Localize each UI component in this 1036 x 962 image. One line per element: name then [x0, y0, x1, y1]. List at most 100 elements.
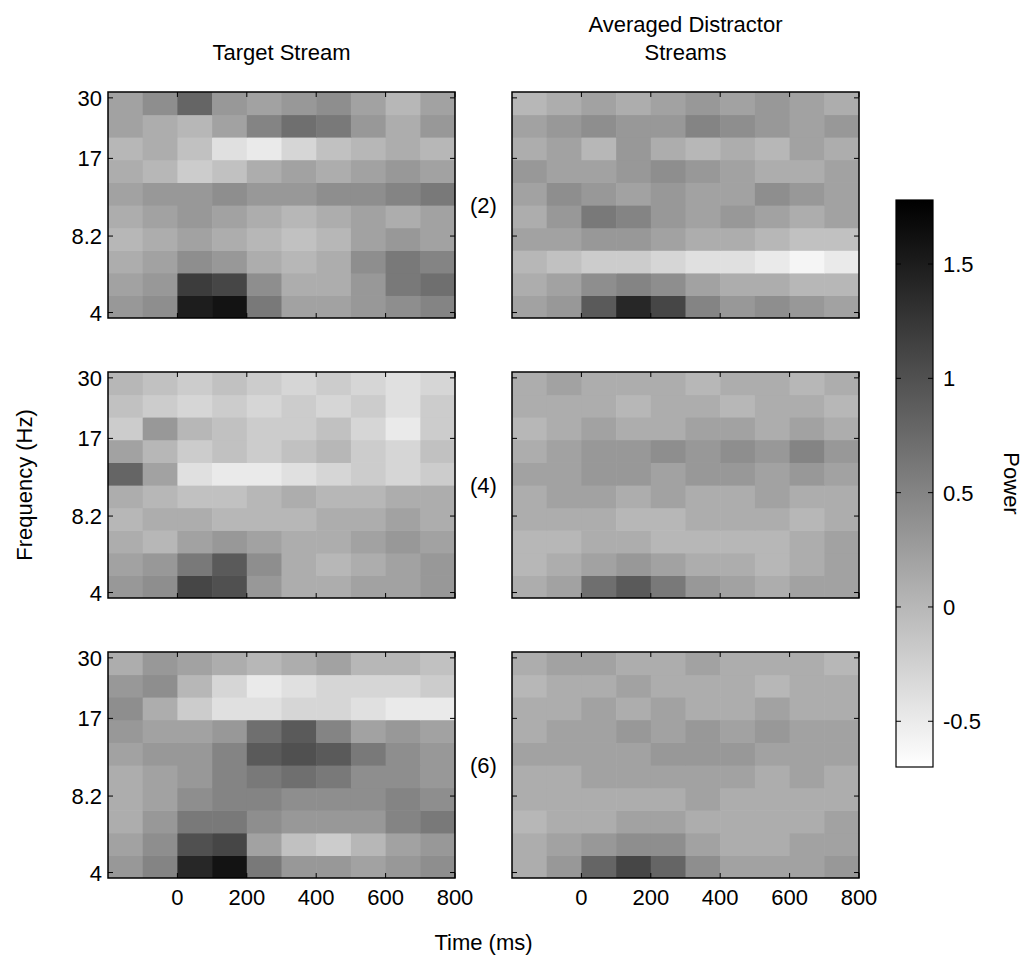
heatmap-cell: [420, 788, 455, 811]
heatmap-cell: [686, 833, 721, 856]
heatmap-cell: [790, 810, 825, 833]
heatmap-cell: [386, 575, 421, 598]
x-tick: [789, 593, 790, 598]
x-tick: [385, 92, 386, 97]
heatmap-cell: [316, 530, 351, 553]
heatmap-cell: [247, 295, 282, 318]
heatmap-cell: [512, 810, 547, 833]
heatmap-cell: [512, 508, 547, 531]
heatmap-cell: [143, 182, 178, 205]
heatmap-cell: [177, 273, 212, 296]
heatmap-cell: [316, 675, 351, 698]
heatmap-cell: [177, 205, 212, 228]
heatmap-cell: [755, 765, 790, 788]
heatmap-cell: [212, 553, 247, 576]
heatmap-panel: [512, 652, 859, 878]
heatmap-cell: [212, 137, 247, 160]
y-tick: [512, 97, 517, 98]
heatmap-cell: [755, 92, 790, 115]
heatmap-cell: [790, 273, 825, 296]
heatmap-cell: [651, 462, 686, 485]
heatmap-cell: [512, 372, 547, 395]
heatmap-cell: [282, 742, 317, 765]
heatmap-cell: [143, 697, 178, 720]
heatmap-cell: [616, 182, 651, 205]
heatmap-cell: [247, 273, 282, 296]
heatmap-cell: [581, 720, 616, 743]
heatmap-cell: [282, 417, 317, 440]
heatmap-cell: [755, 205, 790, 228]
heatmap-cell: [212, 675, 247, 698]
heatmap-cell: [143, 273, 178, 296]
heatmap-cell: [581, 742, 616, 765]
heatmap-cell: [512, 553, 547, 576]
heatmap-cell: [651, 530, 686, 553]
heatmap-cell: [512, 182, 547, 205]
heatmap-cell: [790, 462, 825, 485]
heatmap-cell: [212, 462, 247, 485]
heatmap-cell: [512, 652, 547, 675]
y-tick-label: 17: [78, 706, 102, 731]
heatmap-cell: [824, 652, 859, 675]
heatmap-cell: [790, 652, 825, 675]
heatmap-cell: [247, 160, 282, 183]
heatmap-cell: [316, 440, 351, 463]
heatmap-cell: [651, 553, 686, 576]
x-tick: [581, 372, 582, 377]
x-tick: [385, 873, 386, 878]
heatmap-cell: [651, 652, 686, 675]
heatmap-cell: [212, 720, 247, 743]
heatmap-cell: [212, 205, 247, 228]
heatmap-cell: [790, 553, 825, 576]
heatmap-cell: [247, 372, 282, 395]
heatmap-cell: [143, 372, 178, 395]
y-tick: [512, 657, 517, 658]
heatmap-cell: [282, 720, 317, 743]
heatmap-cell: [512, 250, 547, 273]
heatmap-cell: [720, 250, 755, 273]
heatmap-cell: [108, 553, 143, 576]
heatmap-cell: [316, 697, 351, 720]
colorbar-tick: [928, 378, 933, 379]
heatmap-cell: [351, 182, 386, 205]
heatmap-cell: [824, 205, 859, 228]
heatmap-cell: [581, 228, 616, 251]
heatmap-cell: [616, 250, 651, 273]
heatmap-cell: [177, 697, 212, 720]
heatmap-cell: [651, 742, 686, 765]
heatmap-cell: [651, 720, 686, 743]
heatmap-cell: [108, 440, 143, 463]
heatmap-cell: [316, 855, 351, 878]
y-tick: [450, 312, 455, 313]
heatmap-cell: [512, 530, 547, 553]
y-tick: [854, 872, 859, 873]
y-tick-label: 4: [90, 301, 102, 326]
heatmap-cell: [686, 553, 721, 576]
heatmap-cell: [386, 855, 421, 878]
heatmap-cell: [547, 417, 582, 440]
heatmap-cell: [686, 295, 721, 318]
heatmap-cell: [108, 508, 143, 531]
heatmap-cell: [386, 92, 421, 115]
x-tick-label: 600: [771, 885, 808, 910]
x-tick: [455, 92, 456, 97]
heatmap-cell: [177, 742, 212, 765]
heatmap-cell: [616, 810, 651, 833]
x-tick: [581, 92, 582, 97]
heatmap-cell: [420, 508, 455, 531]
heatmap-cell: [143, 92, 178, 115]
heatmap-cell: [720, 205, 755, 228]
row-label: (4): [470, 473, 497, 498]
heatmap-cell: [547, 485, 582, 508]
x-tick: [650, 92, 651, 97]
heatmap-cell: [755, 675, 790, 698]
heatmap-cell: [351, 395, 386, 418]
heatmap-cell: [755, 833, 790, 856]
y-tick-label: 30: [78, 86, 102, 111]
heatmap-cell: [316, 295, 351, 318]
heatmap-cell: [386, 160, 421, 183]
heatmap-cell: [720, 440, 755, 463]
x-tick: [177, 873, 178, 878]
heatmap-cell: [420, 697, 455, 720]
heatmap-cell: [143, 575, 178, 598]
